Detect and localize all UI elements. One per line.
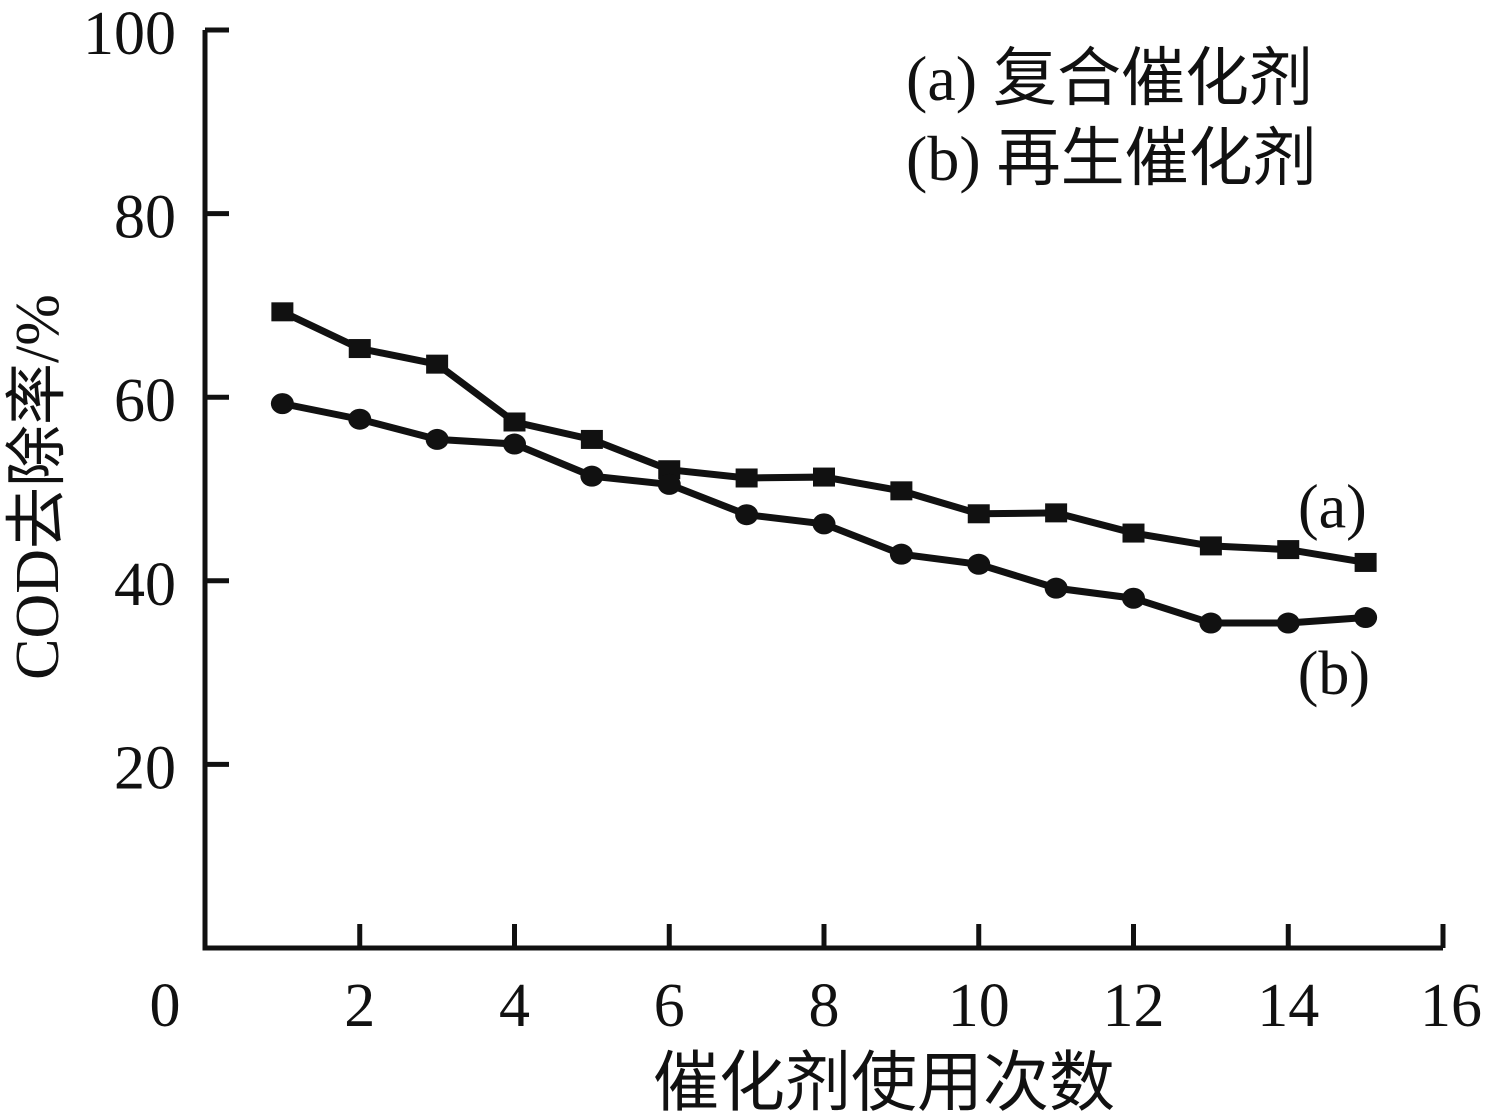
x-tick-label: 6 bbox=[654, 972, 685, 1040]
x-tick-label: 2 bbox=[344, 972, 375, 1040]
series-a-marker bbox=[1045, 503, 1068, 523]
series-b-marker bbox=[270, 393, 294, 415]
axis-spine bbox=[202, 30, 1443, 951]
series-a-marker bbox=[1354, 552, 1377, 572]
x-tick-label: 4 bbox=[499, 972, 530, 1040]
legend-line-b: (b) 再生催化剂 bbox=[906, 123, 1317, 194]
annotation-b: (b) bbox=[1298, 640, 1370, 708]
series-a-marker bbox=[813, 467, 835, 487]
x-tick-label: 12 bbox=[1103, 972, 1165, 1040]
x-tick-label: 14 bbox=[1257, 972, 1319, 1040]
series-b-marker bbox=[812, 513, 836, 535]
series-b-marker bbox=[503, 433, 526, 455]
legend-line-a: (a) 复合催化剂 bbox=[906, 43, 1313, 114]
chart-generated-content: 20 40 60 80 100 0 2 4 6 8 10 12 14 16 (a) 复合催化剂 (b) 再生催… bbox=[83, 0, 1482, 1040]
series-a-marker bbox=[735, 468, 758, 488]
y-tick-label: 80 bbox=[114, 184, 176, 252]
series-b-marker bbox=[1354, 607, 1378, 629]
series-a-marker bbox=[348, 339, 371, 359]
series-b-marker bbox=[657, 473, 681, 495]
series-a-marker bbox=[271, 302, 294, 322]
series-b-marker bbox=[1199, 612, 1223, 634]
y-axis-title: COD去除率/% bbox=[4, 294, 72, 680]
series-a-marker bbox=[967, 504, 990, 524]
x-tick-label: 16 bbox=[1420, 972, 1482, 1040]
y-tick-label: 100 bbox=[83, 0, 176, 68]
series-b-marker bbox=[735, 504, 759, 526]
series-b-marker bbox=[580, 465, 604, 487]
y-tick-label: 60 bbox=[114, 367, 176, 435]
series-a-marker bbox=[503, 412, 526, 432]
series-b-marker bbox=[425, 428, 449, 450]
series-b-marker bbox=[1276, 612, 1300, 634]
x-tick-label: 8 bbox=[809, 972, 840, 1040]
series-b-marker bbox=[1044, 577, 1068, 599]
x-axis-title: 催化剂使用次数 bbox=[653, 1047, 1115, 1120]
y-tick-label: 40 bbox=[114, 551, 176, 619]
y-tick-label: 20 bbox=[114, 734, 176, 802]
x-tick-label: 0 bbox=[150, 972, 181, 1040]
annotation-a: (a) bbox=[1298, 474, 1367, 542]
series-b-marker bbox=[967, 553, 991, 575]
series-a-marker bbox=[1122, 523, 1145, 543]
series-a-marker bbox=[1199, 536, 1222, 556]
series-b-marker bbox=[348, 408, 372, 430]
series-a-marker bbox=[890, 481, 913, 501]
series-a-marker bbox=[658, 460, 681, 480]
series-a-marker bbox=[1277, 540, 1300, 560]
x-tick-label: 10 bbox=[948, 972, 1010, 1040]
series-a-marker bbox=[426, 354, 449, 374]
series-b-marker bbox=[889, 543, 913, 565]
series-b-marker bbox=[1122, 587, 1145, 609]
series-a-marker bbox=[580, 429, 603, 449]
